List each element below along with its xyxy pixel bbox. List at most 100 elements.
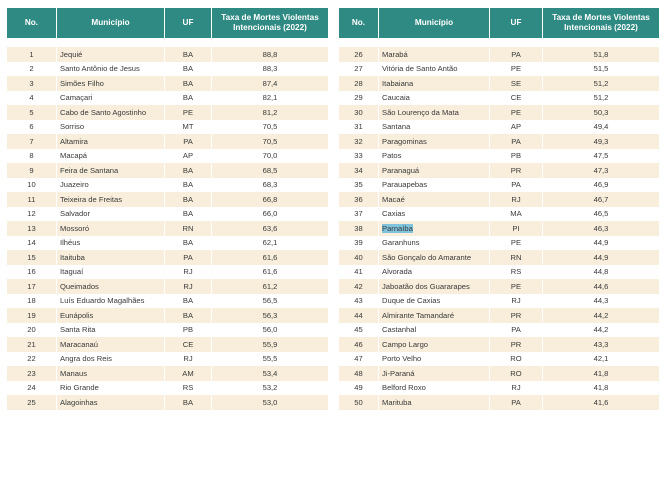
- row-number: 44: [339, 308, 379, 323]
- row-municipio-text: Itaituba: [60, 252, 85, 262]
- row-number-text: 16: [27, 267, 36, 277]
- row-uf-text: BA: [182, 180, 194, 190]
- row-taxa-text: 61,6: [262, 267, 278, 277]
- row-uf-text: PR: [510, 310, 522, 320]
- row-uf-text: PA: [511, 397, 521, 407]
- row-number-text: 5: [29, 107, 34, 117]
- row-taxa-text: 63,6: [262, 223, 278, 233]
- row-number: 43: [339, 293, 379, 308]
- row-number: 17: [7, 279, 57, 294]
- table-row: 35 Parauapebas PA 46,9: [339, 177, 659, 192]
- row-number-text: 4: [29, 93, 34, 103]
- row-taxa: 53,2: [212, 380, 328, 395]
- row-uf-text: PE: [510, 64, 522, 74]
- row-taxa: 70,5: [212, 119, 328, 134]
- table-row: 15 Itaituba PA 61,6: [7, 250, 328, 265]
- row-taxa: 51,8: [543, 47, 659, 62]
- table-row: 25 Alagoinhas BA 53,0: [7, 395, 328, 410]
- row-taxa: 81,2: [212, 105, 328, 120]
- row-uf: BA: [165, 177, 212, 192]
- row-uf-text: MA: [510, 209, 522, 219]
- row-number-text: 35: [354, 180, 363, 190]
- row-uf-text: BA: [182, 238, 194, 248]
- row-taxa: 49,3: [543, 134, 659, 149]
- row-municipio-text: Jequié: [60, 49, 83, 59]
- row-taxa: 53,0: [212, 395, 328, 410]
- row-number: 25: [7, 395, 57, 410]
- row-uf: PR: [490, 308, 543, 323]
- row-taxa-text: 46,9: [593, 180, 609, 190]
- row-number: 28: [339, 76, 379, 91]
- row-taxa-text: 44,9: [593, 252, 609, 262]
- row-uf: PI: [490, 221, 543, 236]
- row-uf: RO: [490, 366, 543, 381]
- row-municipio-text: Salvador: [60, 209, 90, 219]
- row-municipio: Cabo de Santo Agostinho: [57, 105, 165, 120]
- row-uf: PR: [490, 163, 543, 178]
- row-uf-text: PR: [510, 339, 522, 349]
- row-uf-text: RO: [510, 354, 522, 364]
- row-taxa: 56,3: [212, 308, 328, 323]
- ranking-table-right: No. Município UF Taxa de Mortes Violenta…: [339, 8, 659, 410]
- row-number: 24: [7, 380, 57, 395]
- row-municipio-text: São Lourenço da Mata: [382, 107, 459, 117]
- row-number: 5: [7, 105, 57, 120]
- row-number-text: 22: [27, 354, 36, 364]
- row-uf: AM: [165, 366, 212, 381]
- row-uf: BA: [165, 163, 212, 178]
- row-number-text: 50: [354, 397, 363, 407]
- row-number: 23: [7, 366, 57, 381]
- row-number: 22: [7, 351, 57, 366]
- table-row: 19 Eunápolis BA 56,3: [7, 308, 328, 323]
- row-municipio-text: Paragominas: [382, 136, 427, 146]
- row-municipio-text: Parauapebas: [382, 180, 428, 190]
- row-uf-text: SE: [510, 78, 522, 88]
- row-taxa: 61,6: [212, 250, 328, 265]
- table-row: 8 Macapá AP 70,0: [7, 148, 328, 163]
- row-number: 21: [7, 337, 57, 352]
- row-uf: BA: [165, 76, 212, 91]
- row-taxa-text: 87,4: [262, 78, 278, 88]
- row-uf: BA: [165, 192, 212, 207]
- row-taxa: 53,4: [212, 366, 328, 381]
- row-taxa: 49,4: [543, 119, 659, 134]
- table-row: 18 Luís Eduardo Magalhães BA 56,5: [7, 293, 328, 308]
- table-row: 42 Jaboatão dos Guararapes PE 44,6: [339, 279, 659, 294]
- row-municipio-text: Angra dos Reis: [60, 354, 112, 364]
- row-uf-text: RO: [510, 368, 522, 378]
- row-uf-text: PE: [510, 281, 522, 291]
- row-taxa: 56,5: [212, 293, 328, 308]
- header-taxa: Taxa de Mortes Violentas Intencionais (20…: [212, 8, 328, 38]
- row-municipio-text: Sorriso: [60, 122, 85, 132]
- table-row: 50 Marituba PA 41,6: [339, 395, 659, 410]
- row-uf: RJ: [165, 279, 212, 294]
- row-municipio-text: Simões Filho: [60, 78, 104, 88]
- table-row: 17 Queimados RJ 61,2: [7, 279, 328, 294]
- row-uf: RS: [490, 264, 543, 279]
- row-taxa-text: 50,3: [593, 107, 609, 117]
- row-taxa: 44,8: [543, 264, 659, 279]
- row-taxa-text: 68,3: [262, 180, 278, 190]
- row-taxa: 41,8: [543, 380, 659, 395]
- row-taxa: 44,9: [543, 235, 659, 250]
- header-spacer-cell: [339, 38, 659, 47]
- row-taxa-text: 46,5: [593, 209, 609, 219]
- row-number: 27: [339, 61, 379, 76]
- row-number-text: 17: [27, 281, 36, 291]
- row-taxa-text: 68,5: [262, 165, 278, 175]
- row-uf-text: RS: [182, 383, 194, 393]
- row-uf-text: BA: [182, 194, 194, 204]
- row-number: 3: [7, 76, 57, 91]
- row-number: 35: [339, 177, 379, 192]
- row-uf-text: PA: [511, 136, 521, 146]
- row-number: 1: [7, 47, 57, 62]
- row-municipio: Alvorada: [379, 264, 490, 279]
- table-body-right: 26 Marabá PA 51,8 27 Vitória de Santo Antão PE…: [339, 38, 659, 410]
- row-municipio: Jequié: [57, 47, 165, 62]
- table-row: 6 Sorriso MT 70,5: [7, 119, 328, 134]
- row-taxa-text: 62,1: [262, 238, 278, 248]
- row-taxa-text: 44,2: [593, 325, 609, 335]
- table-row: 7 Altamira PA 70,5: [7, 134, 328, 149]
- row-municipio: Parauapebas: [379, 177, 490, 192]
- table-row: 38 Parnaíba PI 46,3: [339, 221, 659, 236]
